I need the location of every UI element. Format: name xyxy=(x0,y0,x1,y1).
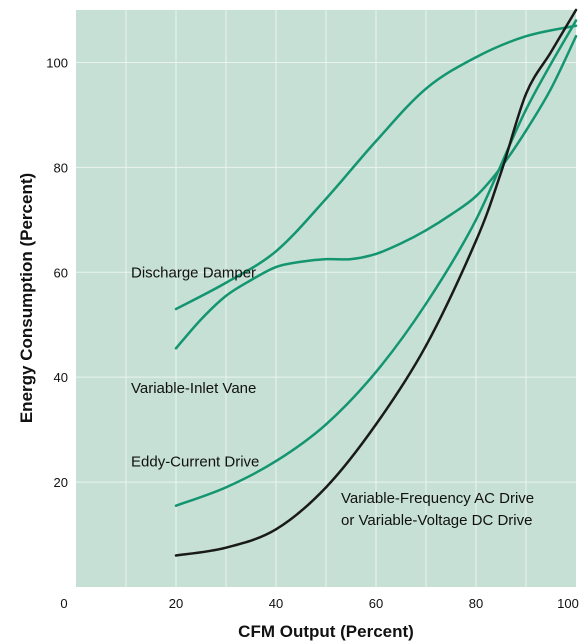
series-line-3 xyxy=(174,19,578,507)
x-tick-label: 0 xyxy=(60,596,67,611)
series-label-line: Variable-Inlet Vane xyxy=(131,380,256,397)
x-tick-label: 40 xyxy=(269,596,283,611)
y-tick-label: 40 xyxy=(54,370,68,385)
x-tick-label: 80 xyxy=(469,596,483,611)
x-tick-label: 60 xyxy=(369,596,383,611)
series-line-4 xyxy=(174,8,578,557)
series-label: Variable-Inlet Vane xyxy=(131,380,256,397)
y-tick-label: 100 xyxy=(46,55,68,70)
y-tick-label: 20 xyxy=(54,475,68,490)
series-line-2 xyxy=(174,34,578,350)
y-tick-label: 80 xyxy=(54,160,68,175)
series-lines xyxy=(174,8,578,557)
series-labels: Discharge Damper Variable-Inlet Vane Eddy-… xyxy=(131,265,534,530)
series-label-line: Discharge Damper xyxy=(131,265,256,282)
series-label: Eddy-Current Drive xyxy=(131,453,259,470)
y-axis-title: Energy Consumption (Percent) xyxy=(17,173,36,423)
series-label-line: Eddy-Current Drive xyxy=(131,453,259,470)
grid xyxy=(76,10,576,587)
series-line-1 xyxy=(174,24,578,311)
series-label: Variable-Frequency AC Drive or Variable-V… xyxy=(341,490,534,529)
series-label-line: or Variable-Voltage DC Drive xyxy=(341,512,532,529)
x-tick-label: 100 xyxy=(557,596,579,611)
series-label-line: Variable-Frequency AC Drive xyxy=(341,490,534,507)
series-label: Discharge Damper xyxy=(131,265,256,282)
y-tick-label: 60 xyxy=(54,265,68,280)
x-axis-title: CFM Output (Percent) xyxy=(238,622,414,641)
x-tick-label: 20 xyxy=(169,596,183,611)
tick-labels: 0 20 40 60 80 100 20 40 60 80 100 xyxy=(46,55,579,611)
